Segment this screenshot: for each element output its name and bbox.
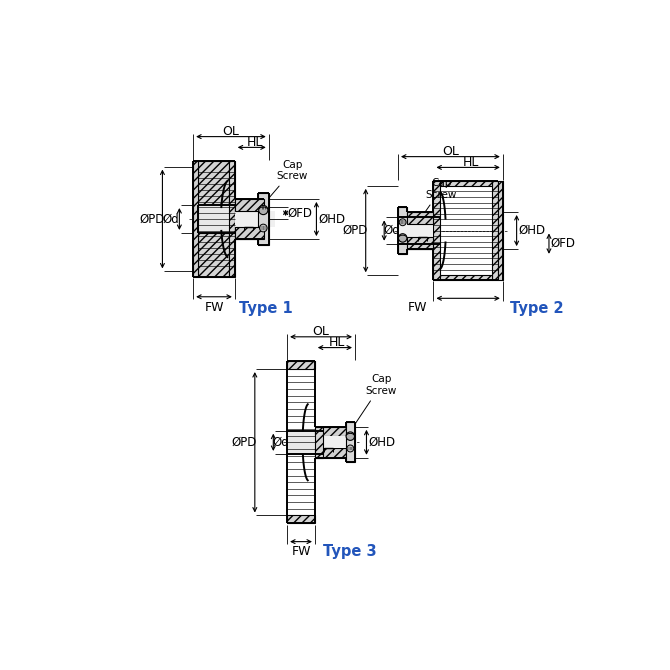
Circle shape [399,234,407,242]
Circle shape [347,445,354,452]
Text: OL: OL [442,145,459,157]
Text: HL: HL [463,156,479,170]
Text: Ød: Ød [163,212,180,226]
Text: ØHD: ØHD [369,436,395,449]
Bar [287,431,315,454]
Bar [315,427,346,436]
Bar [498,182,502,280]
Text: FW: FW [291,545,311,559]
Text: Cap
Screw: Cap Screw [409,178,457,236]
Bar [198,205,228,233]
Circle shape [259,206,268,214]
Text: Ød: Ød [383,224,400,237]
Text: ØPD: ØPD [342,224,368,237]
Text: HL: HL [247,136,263,149]
Bar [287,515,315,523]
Bar [198,161,228,205]
Bar [315,427,322,458]
Bar [234,211,275,226]
Text: Type 2: Type 2 [511,301,564,316]
Text: HL: HL [329,336,346,350]
Bar [440,275,492,280]
Bar [398,224,433,237]
Bar [407,237,433,249]
Text: ØHD: ØHD [519,224,545,237]
Text: Type 3: Type 3 [322,544,377,559]
Text: ØPD: ØPD [231,436,257,449]
Bar [398,208,407,254]
Text: ØHD: ØHD [318,212,346,226]
Bar [440,182,492,186]
Bar [315,436,355,448]
Text: ØPD: ØPD [140,212,165,226]
Text: ØFD: ØFD [287,206,312,219]
Bar [433,182,440,280]
Bar [234,199,264,211]
Bar [228,161,234,277]
Bar [346,422,355,462]
Text: OL: OL [222,125,239,138]
Text: Cap
Screw: Cap Screw [265,159,308,202]
Bar [234,226,264,239]
Bar [198,233,228,277]
Bar [315,448,346,458]
Circle shape [399,219,406,226]
Bar [193,161,198,277]
Bar [407,212,433,224]
Circle shape [346,432,354,440]
Bar [492,182,498,280]
Text: Ød: Ød [273,436,289,449]
Text: FW: FW [204,301,224,314]
Text: ØFD: ØFD [550,237,576,250]
Text: OL: OL [313,325,330,338]
Circle shape [259,224,267,232]
Bar [234,199,264,239]
Bar [287,361,315,369]
Text: FW: FW [408,301,427,314]
Bar [258,193,269,245]
Bar [407,212,433,249]
Text: Type 1: Type 1 [239,301,293,316]
Text: Cap
Screw: Cap Screw [352,374,397,429]
